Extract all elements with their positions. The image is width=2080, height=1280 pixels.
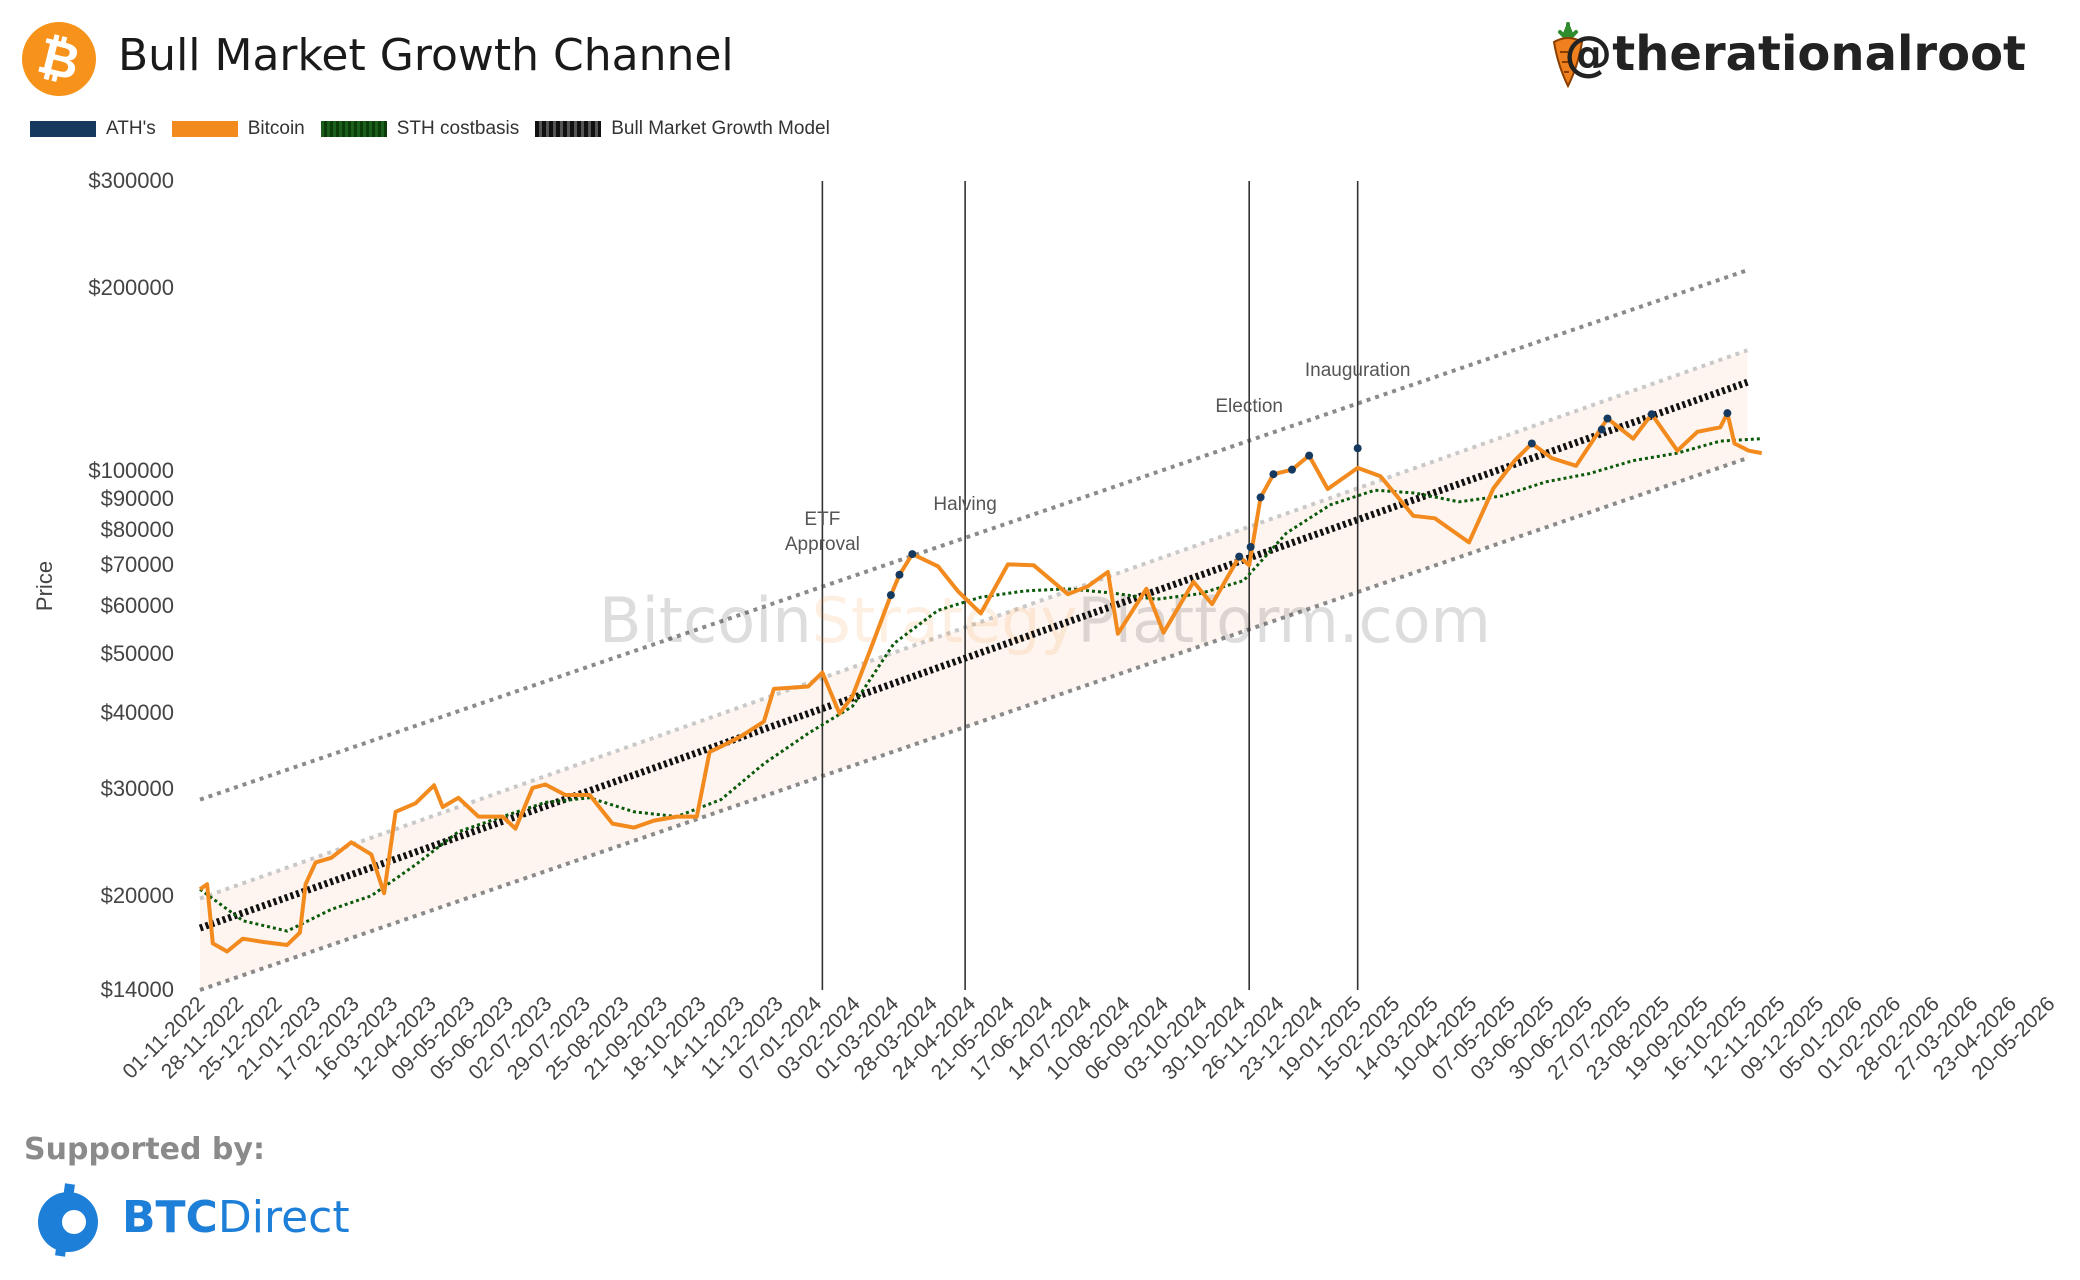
price-chart: ETF Approval Halving Election Inauguration B… [32,168,2060,1084]
chart-legend: ATH's Bitcoin STH costbasis Bull Market … [30,118,846,140]
series-bitcoin [198,411,1763,954]
ath-point-3 [1235,552,1244,561]
event-label-3-0: Inauguration [1305,360,1411,381]
ath-point-7 [1288,465,1297,474]
btcdirect-wordmark-bold: BTC [122,1192,218,1243]
author-handle: @therationalroot [1564,26,2026,82]
y-tick-label-0: $300000 [88,168,174,193]
legend-swatch-sth [320,121,387,137]
legend-label-bitcoin: Bitcoin [247,118,305,139]
ath-point-2 [908,550,917,559]
event-label-1-0: Halving [933,494,996,515]
legend-swatch-ath [30,121,96,137]
channel-line-mid [199,348,1749,901]
y-tick-label-3: $90000 [101,486,174,511]
ath-point-9 [1353,444,1362,453]
legend-item-sth[interactable]: STH costbasis [320,118,520,140]
watermark-part1: Bitcoin [599,584,812,657]
bitcoin-logo-icon: ₿ [14,14,104,104]
legend-swatch-bitcoin [171,121,238,137]
legend-label-model: Bull Market Growth Model [611,118,830,139]
chart-title: Bull Market Growth Channel [118,30,734,81]
ath-point-11 [1597,425,1606,434]
ath-point-4 [1246,542,1255,551]
y-tick-label-1: $200000 [88,275,174,300]
carrot-icon [1552,22,1584,88]
header: ₿ Bull Market Growth Channel @therationa… [0,0,2080,110]
watermark: BitcoinStrategyPlatform.com [599,584,1491,657]
legend-label-ath: ATH's [106,118,156,139]
y-tick-label-7: $50000 [101,641,174,666]
ath-point-8 [1305,451,1314,460]
legend-label-sth: STH costbasis [396,118,520,139]
legend-item-ath[interactable]: ATH's [30,118,156,140]
supported-by-label: Supported by: [24,1132,265,1167]
y-tick-label-8: $40000 [101,700,174,725]
ath-point-5 [1256,493,1265,502]
channel-band-fill [200,350,1748,990]
ath-point-10 [1527,439,1536,448]
btcdirect-logo-icon [38,1183,98,1257]
series-sth-costbasis [199,437,1762,933]
event-label-0-0: ETF [804,509,840,530]
y-tick-label-2: $100000 [88,458,174,483]
y-axis-label: Price [32,561,57,611]
btcdirect-sponsor[interactable]: BTCDirect [30,1176,390,1258]
ath-point-12 [1603,414,1612,423]
y-tick-label-9: $30000 [101,776,174,801]
legend-item-model[interactable]: Bull Market Growth Model [535,118,830,140]
ath-point-0 [886,591,895,600]
ath-point-13 [1647,410,1656,419]
y-tick-label-4: $80000 [101,517,174,542]
y-tick-label-6: $60000 [101,593,174,618]
legend-swatch-model [535,121,602,137]
channel-line-lower [199,456,1749,992]
ath-point-1 [895,570,904,579]
legend-item-bitcoin[interactable]: Bitcoin [171,118,305,140]
y-tick-label-10: $20000 [101,883,174,908]
ath-point-14 [1723,409,1732,418]
ath-point-6 [1269,470,1278,479]
channel-line-upper [199,268,1749,802]
y-tick-label-11: $14000 [101,977,174,1002]
btcdirect-wordmark: BTCDirect [122,1192,350,1243]
event-label-2-0: Election [1215,396,1283,417]
btcdirect-wordmark-rest: Direct [217,1192,350,1243]
watermark-part2: Strategy [812,584,1078,657]
event-label-0-1: Approval [785,534,860,555]
y-tick-label-5: $70000 [101,552,174,577]
